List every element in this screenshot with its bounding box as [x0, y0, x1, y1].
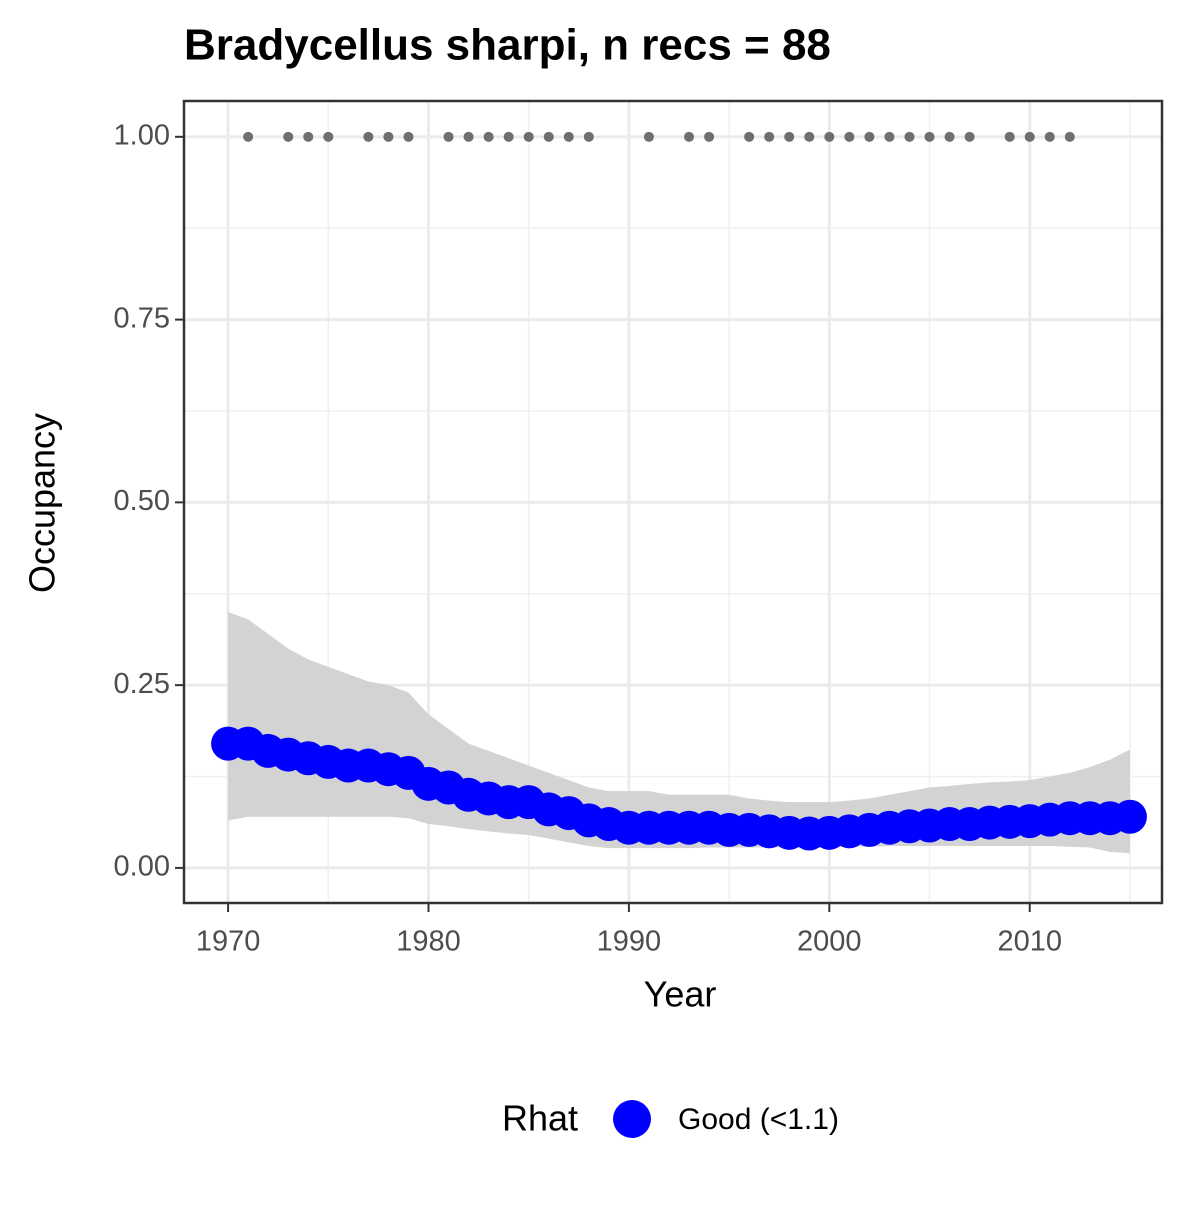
- x-axis-label: Year: [644, 974, 717, 1015]
- record-point: [583, 131, 594, 142]
- x-tick-label: 2010: [997, 926, 1062, 958]
- chart-title: Bradycellus sharpi, n recs = 88: [184, 21, 831, 70]
- record-point: [764, 131, 775, 142]
- record-point: [283, 131, 294, 142]
- record-point: [1044, 131, 1055, 142]
- record-point: [443, 131, 454, 142]
- x-tick-label: 1980: [396, 926, 461, 958]
- record-point: [804, 131, 815, 142]
- record-point: [684, 131, 695, 142]
- y-tick-label: 0.50: [114, 485, 170, 517]
- x-tick-label: 1990: [597, 926, 662, 958]
- record-point: [463, 131, 474, 142]
- record-point: [563, 131, 574, 142]
- record-point: [523, 131, 534, 142]
- record-point: [543, 131, 554, 142]
- record-point: [964, 131, 975, 142]
- panel-border: [182, 99, 1164, 905]
- record-point: [1024, 131, 1035, 142]
- record-point: [643, 131, 654, 142]
- record-point: [323, 131, 334, 142]
- record-point: [904, 131, 915, 142]
- record-point: [303, 131, 314, 142]
- record-point: [1064, 131, 1075, 142]
- record-point: [383, 131, 394, 142]
- record-point: [924, 131, 935, 142]
- record-point: [744, 131, 755, 142]
- record-point: [704, 131, 715, 142]
- x-tick-label: 2000: [797, 926, 862, 958]
- legend-title: Rhat: [502, 1098, 578, 1139]
- series-point: [1112, 799, 1147, 834]
- x-tick-label: 1970: [196, 926, 261, 958]
- y-axis-label: Occupancy: [22, 413, 63, 593]
- record-point: [944, 131, 955, 142]
- legend-key: [613, 1100, 651, 1138]
- legend-label: Good (<1.1): [678, 1103, 839, 1136]
- record-point: [483, 131, 494, 142]
- record-point: [864, 131, 875, 142]
- record-point: [363, 131, 374, 142]
- record-point: [1004, 131, 1015, 142]
- y-tick-label: 0.25: [114, 668, 170, 700]
- y-tick-label: 1.00: [114, 119, 170, 151]
- record-point: [844, 131, 855, 142]
- y-tick-label: 0.00: [114, 851, 170, 883]
- record-point: [243, 131, 254, 142]
- record-point: [784, 131, 795, 142]
- record-point: [403, 131, 414, 142]
- record-point: [503, 131, 514, 142]
- record-point: [824, 131, 835, 142]
- y-tick-label: 0.75: [114, 302, 170, 334]
- record-point: [884, 131, 895, 142]
